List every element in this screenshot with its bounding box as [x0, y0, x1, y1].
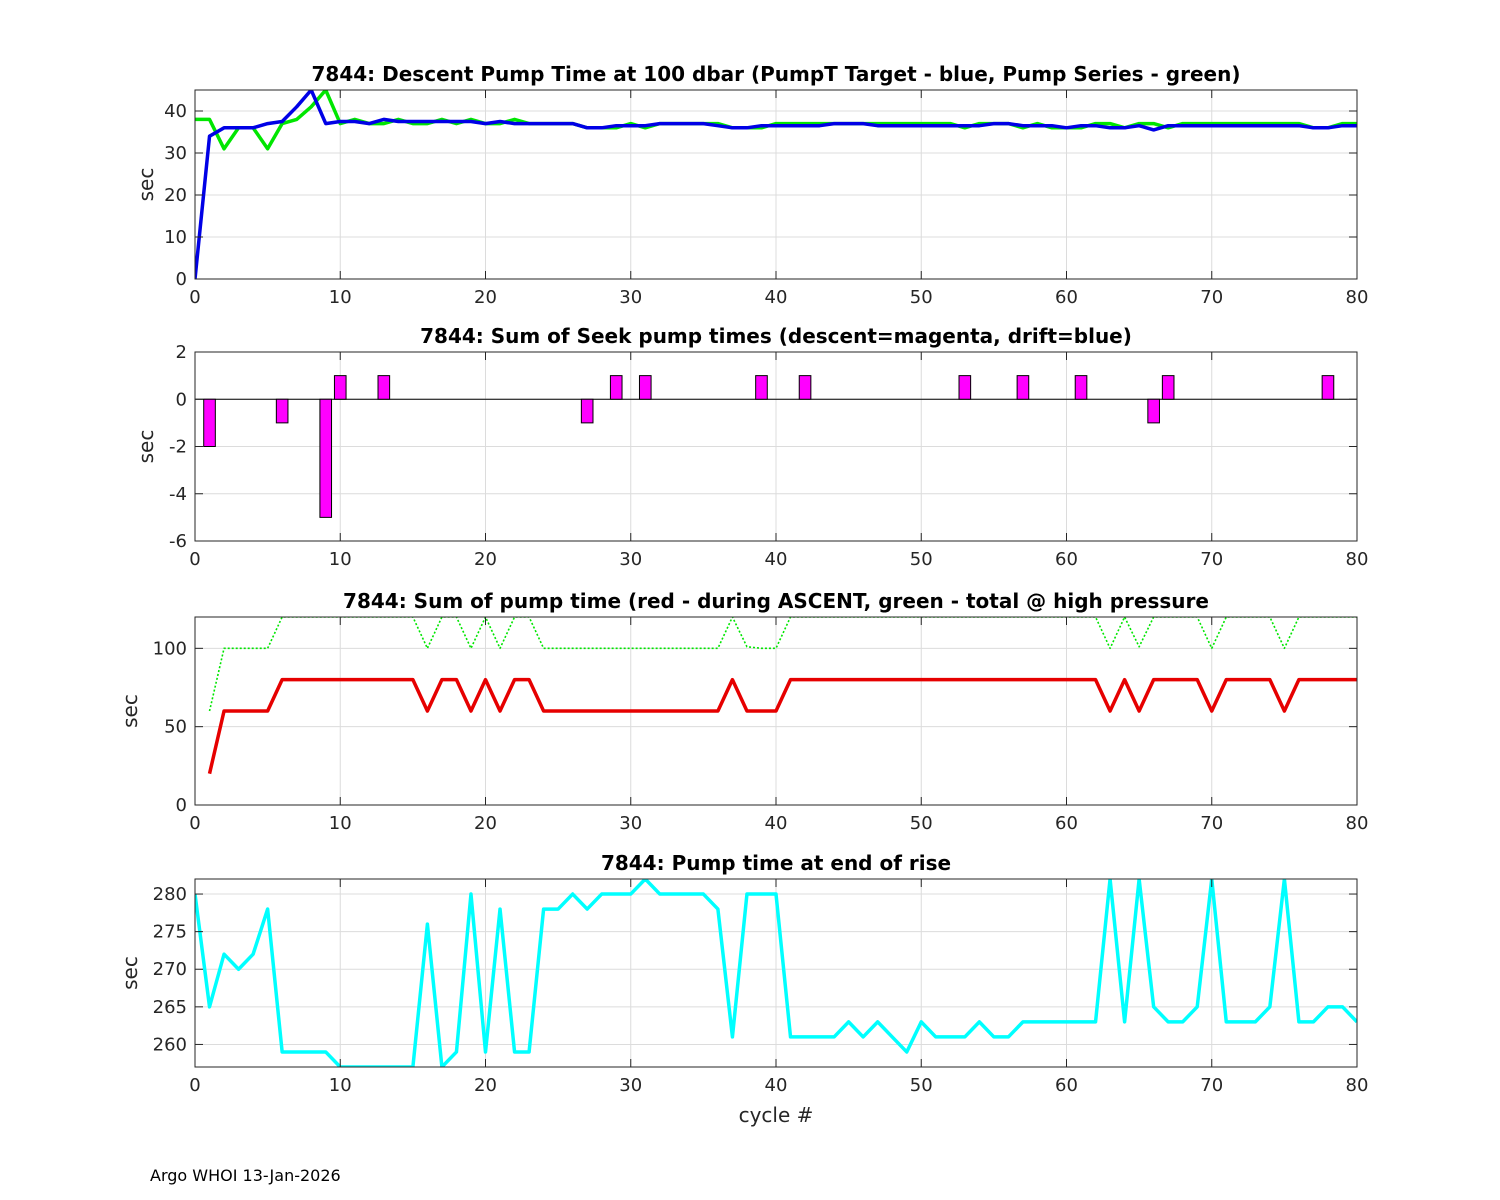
bar-descent — [377, 375, 391, 400]
x-tick-label: 10 — [329, 549, 352, 570]
panel-descent-pump-time: 0 10 20 30 40 50 60 70 80 0 10 20 30 40 7844: Descent … — [134, 62, 1368, 308]
x-tick-label: 20 — [474, 549, 497, 570]
y-tick-label: -6 — [169, 531, 187, 552]
bar-descent — [1321, 375, 1335, 400]
y-tick-label: 280 — [153, 884, 187, 905]
bar-descent — [333, 375, 347, 400]
plot-marks — [195, 375, 1357, 518]
y-tick-label: 10 — [164, 227, 187, 248]
y-tick-label: -2 — [169, 437, 187, 458]
y-axis-label: sec — [134, 168, 158, 202]
x-tick-label: 50 — [910, 287, 933, 308]
y-tick-label: 265 — [153, 997, 187, 1018]
plot-marks — [207, 617, 1357, 775]
x-tick-label: 0 — [189, 287, 200, 308]
plot-marks — [195, 90, 1357, 279]
y-tick-label: 30 — [164, 143, 187, 164]
bar-descent — [755, 375, 768, 400]
y-axis-label: sec — [134, 430, 158, 464]
x-tick-label: 50 — [910, 549, 933, 570]
x-tick-label: 80 — [1346, 549, 1369, 570]
x-tick-label: 30 — [619, 813, 642, 834]
bar-descent — [580, 398, 594, 424]
bar-descent — [319, 398, 333, 518]
panel-seek-pump-times: 0 10 20 30 40 50 60 70 80 -6 -4 -2 0 2 7844: Sum of Se… — [134, 324, 1368, 570]
chart-title: 7844: Pump time at end of rise — [601, 851, 951, 875]
panel-pump-time-end-of-rise: 0 10 20 30 40 50 60 70 80 260 265 270 275 280 7844: Pu… — [118, 851, 1368, 1127]
x-tick-label: 70 — [1200, 287, 1223, 308]
x-tick-label: 60 — [1055, 549, 1078, 570]
bar-descent — [1074, 375, 1088, 400]
x-tick-label: 0 — [189, 813, 200, 834]
bar-descent — [638, 375, 652, 400]
series-line-cyan — [195, 879, 1357, 1067]
x-tick-label: 30 — [619, 549, 642, 570]
y-tick-label: 100 — [153, 638, 187, 659]
x-tick-label: 70 — [1200, 549, 1223, 570]
x-tick-label: 20 — [474, 813, 497, 834]
x-tick-label: 0 — [189, 549, 200, 570]
x-tick-label: 30 — [619, 1075, 642, 1096]
chart-title: 7844: Sum of pump time (red - during ASC… — [343, 589, 1209, 613]
bar-descent — [275, 398, 289, 424]
x-tick-label: 70 — [1200, 813, 1223, 834]
y-tick-label: 0 — [176, 389, 187, 410]
y-tick-label: 50 — [164, 717, 187, 738]
y-tick-label: 20 — [164, 185, 187, 206]
y-tick-label: 260 — [153, 1034, 187, 1055]
panel-sum-pump-time: 0 10 20 30 40 50 60 70 80 0 50 100 7844: Sum of pump… — [118, 589, 1368, 834]
x-tick-label: 80 — [1346, 287, 1369, 308]
x-tick-label: 50 — [910, 1075, 933, 1096]
bar-descent — [609, 375, 623, 400]
x-tick-label: 20 — [474, 287, 497, 308]
series-line-during-ascent — [207, 677, 1357, 775]
y-tick-label: 0 — [176, 795, 187, 816]
x-axis-label: cycle # — [739, 1103, 814, 1127]
y-tick-label: -4 — [169, 484, 187, 505]
x-tick-label: 30 — [619, 287, 642, 308]
y-tick-label: 0 — [176, 269, 187, 290]
footer-credit: Argo WHOI 13-Jan-2026 — [150, 1166, 341, 1185]
x-tick-label: 60 — [1055, 287, 1078, 308]
y-axis-label: sec — [118, 956, 142, 990]
x-tick-label: 20 — [474, 1075, 497, 1096]
x-tick-label: 10 — [329, 813, 352, 834]
x-tick-label: 70 — [1200, 1075, 1223, 1096]
x-tick-label: 80 — [1346, 1075, 1369, 1096]
series-line-total-high-pressure — [208, 617, 1357, 712]
y-tick-label: 275 — [153, 922, 187, 943]
bar-descent — [958, 375, 972, 400]
bar-descent — [1147, 398, 1160, 424]
y-tick-label: 270 — [153, 959, 187, 980]
chart-title: 7844: Sum of Seek pump times (descent=ma… — [420, 324, 1132, 348]
y-tick-label: 40 — [164, 101, 187, 122]
x-tick-label: 40 — [765, 1075, 788, 1096]
chart-title: 7844: Descent Pump Time at 100 dbar (Pum… — [312, 62, 1241, 86]
series-line-pumpt-target — [195, 90, 1357, 279]
y-tick-label: 2 — [176, 342, 187, 363]
bar-descent — [1161, 375, 1175, 400]
y-axis-label: sec — [118, 694, 142, 728]
x-tick-label: 60 — [1055, 813, 1078, 834]
bar-descent — [1016, 375, 1030, 400]
x-tick-label: 10 — [329, 1075, 352, 1096]
x-tick-label: 0 — [189, 1075, 200, 1096]
x-tick-label: 80 — [1346, 813, 1369, 834]
bar-descent — [203, 398, 216, 447]
x-tick-label: 10 — [329, 287, 352, 308]
x-tick-label: 40 — [765, 549, 788, 570]
plot-marks — [195, 879, 1357, 1067]
bar-descent — [798, 375, 812, 400]
x-tick-label: 40 — [765, 287, 788, 308]
x-tick-label: 50 — [910, 813, 933, 834]
x-tick-label: 60 — [1055, 1075, 1078, 1096]
x-tick-label: 40 — [765, 813, 788, 834]
